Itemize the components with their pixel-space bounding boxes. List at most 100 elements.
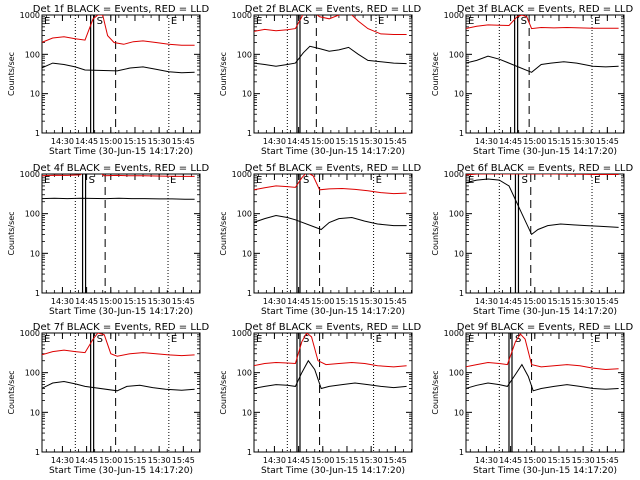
x-tick-label: 14:30 xyxy=(263,456,286,465)
x-tick-label: 15:00 xyxy=(523,456,546,465)
plot-frame xyxy=(253,173,413,294)
x-tick-label: 14:45 xyxy=(75,297,98,306)
y-tick-label: 1000 xyxy=(232,11,252,20)
marker-e-end: E xyxy=(170,175,176,186)
marker-s: S xyxy=(303,334,309,345)
panel-det-7: Det 7f BLACK = Events, RED = LLD 1 10 100 10… xyxy=(7,322,209,476)
x-tick-label: 15:15 xyxy=(547,456,570,465)
x-tick-label: 15:00 xyxy=(523,297,546,306)
x-tick-label: 15:00 xyxy=(311,137,334,146)
y-tick-label: 10 xyxy=(30,90,40,99)
x-tick-label: 15:45 xyxy=(172,456,195,465)
marker-e-end: E xyxy=(594,16,600,27)
y-axis-label: Counts/sec xyxy=(219,211,228,255)
marker-e-end: E xyxy=(376,175,382,186)
y-tick-label: 10 xyxy=(242,249,252,258)
y-axis-label: Counts/sec xyxy=(431,52,440,96)
marker-e-start: E xyxy=(468,334,474,345)
marker-e-start: E xyxy=(256,334,262,345)
y-tick-label: 1 xyxy=(459,129,464,138)
y-tick-label: 100 xyxy=(237,50,252,59)
marker-e-start: E xyxy=(44,16,50,27)
y-tick-label: 1 xyxy=(459,448,464,457)
panel-title: Det 6f BLACK = Events, RED = LLD xyxy=(457,163,634,174)
series-line-events xyxy=(466,363,619,392)
series-line-events xyxy=(42,380,195,392)
x-axis-label: Start Time (30-Jun-15 14:17:20) xyxy=(261,466,405,476)
plot-frame xyxy=(253,332,413,453)
series-line-events xyxy=(466,55,619,73)
y-tick-label: 10 xyxy=(30,408,40,417)
x-tick-label: 14:45 xyxy=(287,297,310,306)
panel-det-5: Det 5f BLACK = Events, RED = LLD 1 10 100 10… xyxy=(219,163,421,317)
series-line-lld xyxy=(254,333,407,368)
x-tick-label: 14:30 xyxy=(263,297,286,306)
x-tick-label: 15:15 xyxy=(335,456,358,465)
y-tick-label: 1 xyxy=(247,448,252,457)
y-tick-label: 10 xyxy=(242,408,252,417)
y-tick-label: 100 xyxy=(237,210,252,219)
x-axis-label: Start Time (30-Jun-15 14:17:20) xyxy=(261,147,405,157)
marker-s: S xyxy=(97,334,103,345)
marker-e-end: E xyxy=(378,16,384,27)
x-tick-label: 15:00 xyxy=(523,137,546,146)
panel-title: Det 1f BLACK = Events, RED = LLD xyxy=(33,4,210,15)
x-axis-label: Start Time (30-Jun-15 14:17:20) xyxy=(261,307,405,317)
marker-s: S xyxy=(521,16,527,27)
x-tick-label: 15:30 xyxy=(360,297,383,306)
x-tick-label: 15:00 xyxy=(99,297,122,306)
x-axis-label: Start Time (30-Jun-15 14:17:20) xyxy=(49,147,193,157)
x-tick-label: 15:15 xyxy=(123,456,146,465)
x-tick-label: 15:00 xyxy=(99,137,122,146)
x-tick-label: 15:15 xyxy=(547,137,570,146)
marker-s: S xyxy=(303,16,309,27)
x-tick-label: 14:30 xyxy=(51,297,74,306)
y-tick-label: 1000 xyxy=(232,170,252,179)
x-tick-label: 14:30 xyxy=(51,137,74,146)
x-axis-label: Start Time (30-Jun-15 14:17:20) xyxy=(49,466,193,476)
x-tick-label: 14:45 xyxy=(287,137,310,146)
marker-s: S xyxy=(521,175,527,186)
x-axis-label: Start Time (30-Jun-15 14:17:20) xyxy=(473,307,617,317)
y-tick-label: 1 xyxy=(35,289,40,298)
panel-title: Det 2f BLACK = Events, RED = LLD xyxy=(245,4,422,15)
plot-frame xyxy=(253,14,413,134)
plot-frame xyxy=(465,14,625,134)
y-tick-label: 1000 xyxy=(444,11,464,20)
x-tick-label: 15:15 xyxy=(335,297,358,306)
panel-title: Det 8f BLACK = Events, RED = LLD xyxy=(245,322,422,333)
x-tick-label: 15:15 xyxy=(123,137,146,146)
marker-e-end: E xyxy=(376,334,382,345)
panel-det-2: Det 2f BLACK = Events, RED = LLD 1 10 100 10… xyxy=(219,4,422,157)
x-axis-label: Start Time (30-Jun-15 14:17:20) xyxy=(473,466,617,476)
x-tick-label: 15:45 xyxy=(596,137,619,146)
y-tick-label: 1 xyxy=(247,289,252,298)
panel-det-1: Det 1f BLACK = Events, RED = LLD 1 10 100 10… xyxy=(7,4,209,157)
y-tick-label: 100 xyxy=(449,369,464,378)
x-tick-label: 14:45 xyxy=(75,456,98,465)
x-tick-label: 15:45 xyxy=(384,297,407,306)
x-tick-label: 15:30 xyxy=(572,297,595,306)
y-tick-label: 10 xyxy=(30,249,40,258)
x-tick-label: 14:45 xyxy=(499,456,522,465)
y-tick-label: 1000 xyxy=(444,170,464,179)
y-axis-label: Counts/sec xyxy=(219,52,228,96)
series-line-events xyxy=(254,214,407,231)
panel-title: Det 5f BLACK = Events, RED = LLD xyxy=(245,163,422,174)
x-tick-label: 14:45 xyxy=(499,297,522,306)
x-tick-label: 15:45 xyxy=(172,137,195,146)
x-tick-label: 15:30 xyxy=(148,297,171,306)
series-line-lld xyxy=(42,15,195,46)
x-tick-label: 14:30 xyxy=(51,456,74,465)
series-line-events xyxy=(254,359,407,390)
series-line-lld xyxy=(254,174,407,195)
x-tick-label: 15:15 xyxy=(123,297,146,306)
y-tick-label: 1 xyxy=(247,129,252,138)
panel-title: Det 9f BLACK = Events, RED = LLD xyxy=(457,322,634,333)
y-tick-label: 1 xyxy=(35,448,40,457)
panel-det-6: Det 6f BLACK = Events, RED = LLD 1 10 100 10… xyxy=(431,163,633,317)
marker-e-start: E xyxy=(256,16,262,27)
panel-title: Det 7f BLACK = Events, RED = LLD xyxy=(33,322,210,333)
x-tick-label: 14:45 xyxy=(75,137,98,146)
